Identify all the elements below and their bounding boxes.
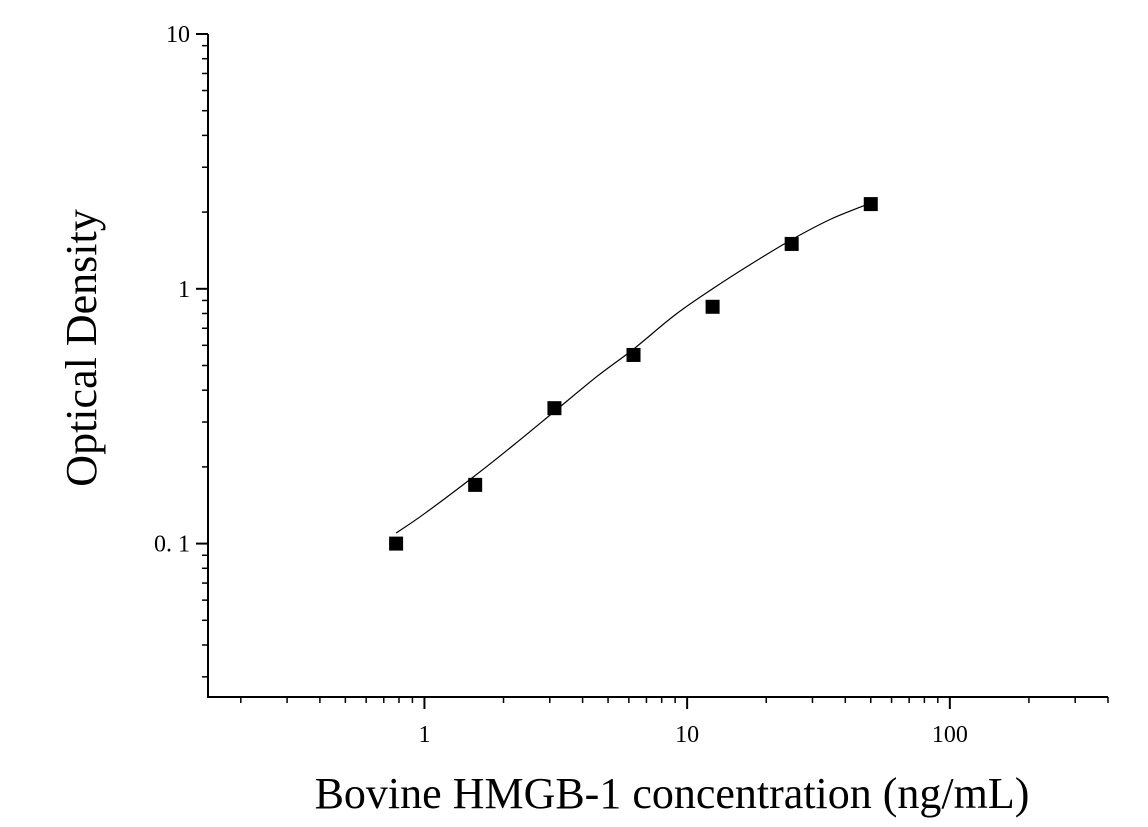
data-point <box>784 236 799 251</box>
y-tick-label: 1 <box>178 277 190 303</box>
data-points <box>389 197 878 551</box>
y-axis-title: Optical Density <box>57 209 106 486</box>
x-tick-label: 1 <box>418 722 430 748</box>
data-point <box>547 401 562 416</box>
data-point <box>468 477 483 492</box>
y-axis-tick-labels: 0. 1 1 10 <box>154 22 190 558</box>
x-axis-tick-labels: 1 10 100 <box>418 722 967 748</box>
x-tick-label: 100 <box>932 722 968 748</box>
fit-curve <box>395 202 872 534</box>
data-point <box>626 347 641 362</box>
x-axis-title: Bovine HMGB-1 concentration (ng/mL) <box>315 769 1030 818</box>
y-tick-label: 0. 1 <box>154 532 190 558</box>
data-point <box>705 299 720 314</box>
y-tick-label: 10 <box>166 22 190 48</box>
data-point <box>863 197 878 212</box>
major-ticks <box>196 33 951 709</box>
data-point <box>389 536 404 551</box>
x-tick-label: 10 <box>675 722 699 748</box>
